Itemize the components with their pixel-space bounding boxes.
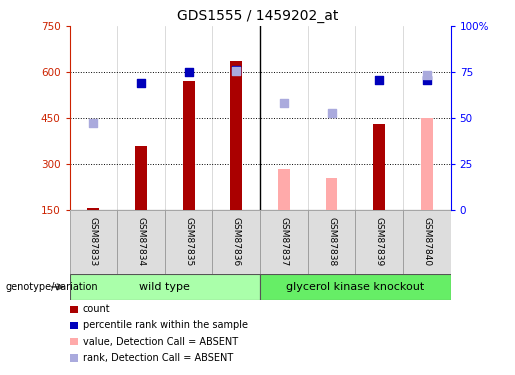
Text: GSM87834: GSM87834 (136, 217, 145, 266)
Point (423, 72, 431, 78)
Point (89, 120, 97, 126)
Text: count: count (83, 304, 111, 314)
Point (232, 68, 241, 74)
Text: glycerol kinase knockout: glycerol kinase knockout (286, 282, 424, 292)
Bar (88, 209, 99, 210)
Bar (307, 210, 355, 274)
Bar (117, 210, 165, 274)
Bar (183, 81, 195, 210)
Text: GSM87837: GSM87837 (280, 217, 288, 267)
Text: percentile rank within the sample: percentile rank within the sample (83, 321, 248, 330)
Bar (278, 169, 290, 210)
Bar (70, 210, 117, 274)
Bar (325, 178, 337, 210)
Bar (403, 210, 451, 274)
Bar (421, 118, 433, 210)
Bar (260, 274, 451, 300)
Bar (70, 274, 260, 300)
Bar (212, 210, 260, 274)
Text: value, Detection Call = ABSENT: value, Detection Call = ABSENT (83, 337, 238, 346)
Point (280, 100, 288, 106)
Text: wild type: wild type (140, 282, 190, 292)
Point (423, 77, 431, 83)
Bar (260, 210, 308, 274)
Text: GSM87840: GSM87840 (422, 217, 431, 266)
Bar (165, 210, 212, 274)
Text: GDS1555 / 1459202_at: GDS1555 / 1459202_at (177, 9, 338, 23)
Text: genotype/variation: genotype/variation (5, 282, 98, 292)
Text: GSM87838: GSM87838 (327, 217, 336, 267)
Text: GSM87833: GSM87833 (89, 217, 98, 267)
Text: GSM87836: GSM87836 (232, 217, 241, 267)
Text: GSM87835: GSM87835 (184, 217, 193, 267)
Bar (373, 124, 385, 210)
Bar (230, 62, 242, 210)
Text: GSM87839: GSM87839 (375, 217, 384, 267)
Point (232, 67, 241, 73)
Bar (135, 146, 147, 210)
Point (184, 69, 193, 75)
Point (137, 80, 145, 86)
Point (375, 77, 383, 83)
Text: rank, Detection Call = ABSENT: rank, Detection Call = ABSENT (83, 353, 233, 363)
Bar (355, 210, 403, 274)
Point (328, 110, 336, 116)
